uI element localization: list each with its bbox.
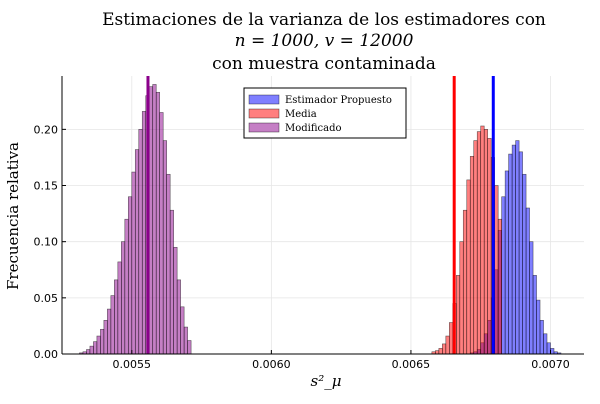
bar-0-32	[543, 333, 548, 355]
y-tick-label-4: 0.20	[34, 123, 59, 136]
axes	[61, 76, 584, 355]
bar-2-29	[180, 306, 185, 355]
mean-lines	[146, 76, 495, 354]
bar-2-8	[107, 308, 112, 355]
bar-0-28	[529, 241, 534, 355]
x-tick-label-1: 0.0060	[252, 358, 291, 371]
bar-1-11	[469, 156, 475, 355]
bar-0-29	[532, 275, 537, 355]
y-tick-label-2: 0.10	[34, 236, 59, 249]
bar-1-12	[473, 140, 478, 355]
bar-1-19	[497, 218, 502, 355]
bar-0-30	[536, 299, 541, 355]
bar-0-26	[522, 173, 527, 355]
bar-0-34	[550, 348, 555, 355]
bar-1-3	[442, 343, 447, 355]
bar-2-9	[110, 295, 115, 355]
bar-2-27	[173, 246, 178, 355]
bar-1-1	[435, 350, 440, 355]
bar-1-7	[455, 275, 461, 355]
bar-0-20	[501, 196, 506, 355]
chart-title-line-3: con muestra contaminada	[212, 54, 436, 74]
bar-1-5	[449, 322, 454, 355]
legend-swatch-1	[248, 108, 280, 119]
bar-2-24	[162, 140, 167, 355]
bar-1-4	[445, 335, 450, 355]
bar-0-24	[515, 140, 520, 355]
y-tick-label-3: 0.15	[34, 180, 59, 193]
bar-1-18	[494, 185, 499, 355]
bar-0-25	[518, 151, 523, 355]
bar-2-4	[93, 341, 98, 355]
bar-2-11	[117, 261, 122, 355]
legend-swatch-2	[248, 122, 280, 133]
chart-title-line-2: n = 1000, v = 12000	[235, 31, 414, 51]
x-tick-label-3: 0.0070	[531, 358, 570, 371]
chart-title: Estimaciones de la varianza de los estim…	[102, 10, 546, 74]
bar-2-21	[152, 84, 157, 355]
x-tick-label-2: 0.0065	[392, 358, 431, 371]
legend-label-1: Media	[285, 109, 317, 120]
bar-2-20	[148, 86, 154, 355]
bar-2-18	[141, 111, 147, 355]
bar-1-16	[487, 138, 492, 355]
x-tick-label-0: 0.0055	[113, 358, 152, 371]
bar-2-17	[138, 129, 143, 355]
bar-2-30	[183, 326, 188, 355]
bar-1-2	[438, 348, 443, 355]
bar-2-10	[114, 279, 119, 355]
bar-0-21	[504, 170, 509, 355]
bar-1-15	[483, 129, 488, 355]
legend-swatch-0	[248, 94, 280, 105]
bar-2-16	[134, 149, 140, 355]
series-media	[431, 125, 502, 355]
bar-2-6	[100, 328, 105, 355]
bar-0-22	[508, 153, 513, 355]
legend-label-2: Modificado	[285, 123, 342, 134]
bar-1-9	[462, 209, 468, 355]
bar-2-7	[103, 320, 108, 355]
bar-2-26	[169, 209, 174, 355]
bar-2-12	[121, 241, 126, 355]
bar-0-23	[511, 144, 516, 355]
bar-2-28	[176, 279, 181, 355]
series-modificado	[79, 84, 192, 355]
bar-2-15	[131, 171, 136, 355]
bar-2-23	[159, 112, 164, 355]
bar-1-14	[480, 125, 485, 355]
bar-0-33	[546, 342, 551, 355]
tick-labels: 0.0055 0.0060 0.0065 0.0070 0.00 0.05 0.10 0.15…	[34, 123, 570, 371]
bar-2-25	[166, 173, 171, 355]
bar-1-8	[459, 241, 464, 355]
chart-title-line-1: Estimaciones de la varianza de los estim…	[102, 10, 546, 30]
bar-1-13	[476, 131, 482, 355]
legend-label-0: Estimador Propuesto	[285, 95, 392, 106]
y-tick-label-0: 0.00	[34, 348, 59, 361]
y-axis-label: Frecuencia relativa	[4, 142, 22, 290]
bar-2-3	[89, 345, 94, 355]
bar-0-27	[525, 207, 530, 355]
y-tick-label-1: 0.05	[34, 292, 59, 305]
legend: Estimador Propuesto Media Modificado	[243, 87, 407, 139]
bar-2-2	[86, 349, 91, 355]
bar-0-31	[539, 320, 544, 355]
bar-2-5	[96, 335, 101, 355]
bar-2-14	[127, 196, 133, 355]
bar-1-10	[466, 179, 471, 355]
x-axis-label: s²_μ	[311, 372, 342, 390]
bar-2-31	[187, 340, 192, 355]
bar-2-22	[155, 91, 161, 355]
bar-2-13	[124, 218, 129, 355]
